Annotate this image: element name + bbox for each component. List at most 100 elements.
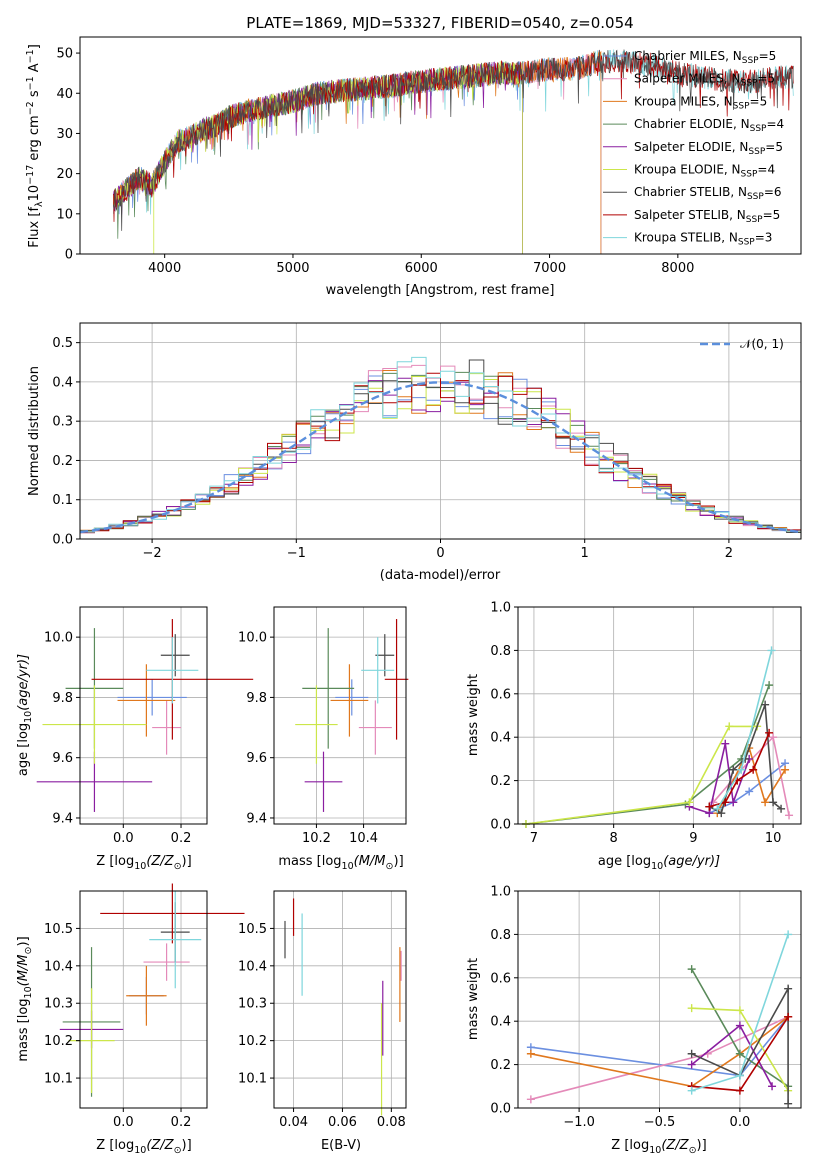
age-vs-mass-axes: 10.2 10.4 9.4 9.6 9.8 10.0 (238, 606, 409, 846)
weight-line (525, 725, 758, 825)
label-part: ⊙ (689, 1145, 697, 1156)
legend-value: =5 (763, 208, 781, 222)
label-part: −1 (25, 49, 36, 63)
weight-line (691, 985, 789, 1104)
y-tick-label: 0.8 (490, 644, 511, 659)
y-tick-label: 20 (56, 167, 73, 182)
weight-line (525, 684, 770, 825)
label-part: ⊙ (174, 861, 182, 872)
y-tick-label: 9.6 (246, 751, 267, 766)
x-tick-label: −1 (287, 546, 306, 561)
y-tick-label: 9.6 (52, 751, 73, 766)
axes-frame (79, 36, 802, 255)
legend-name: Kroupa STELIB, N (634, 231, 738, 245)
label-part: Flux [f (27, 207, 42, 248)
x-axis-label: Z [log10(Z/Z⊙)] (611, 1138, 706, 1156)
legend-entry: Chabrier ELODIE, NSSP=4 (634, 117, 784, 134)
y-tick-label: 10 (56, 207, 73, 222)
weight-marker (784, 930, 793, 939)
legend-name: Kroupa MILES, N (634, 94, 733, 108)
y-axis-label: mass weight (466, 674, 481, 756)
y-tick-label: 0.0 (490, 818, 511, 833)
y-tick-label: 9.4 (246, 811, 267, 826)
x-tick-label: 10 (765, 831, 782, 846)
x-tick-label: 8000 (661, 261, 694, 276)
y-axis-label: Normed distribution (27, 366, 42, 496)
chart-title: PLATE=1869, MJD=53327, FIBERID=0540, z=0… (246, 14, 633, 32)
legend-value: =5 (757, 72, 775, 86)
weight-marker (735, 1021, 744, 1030)
label-part: )] (182, 1138, 192, 1153)
histogram-axes: 𝒩(0, 1) −2 −1 0 1 2 0.0 0.1 0.2 0.3 0.4 0.5 (52, 322, 802, 561)
weight-marker (735, 1006, 744, 1015)
weight-marker (735, 1086, 744, 1095)
label-part: mass [log (278, 854, 341, 869)
weight-marker (785, 811, 794, 820)
y-tick-label: 0.2 (490, 774, 511, 789)
y-tick-label: 1.0 (490, 601, 511, 616)
axes-frame (79, 890, 208, 1109)
label-part: 10 (23, 711, 34, 723)
label-part: Z [log (611, 1138, 649, 1153)
weight-marker (777, 804, 786, 813)
weight-marker (713, 804, 722, 813)
label-part: 10 (651, 861, 663, 872)
x-tick-label: 1 (581, 546, 589, 561)
y-tick-label: 40 (56, 87, 73, 102)
label-part: erg cm (27, 115, 42, 164)
y-tick-label: 0.2 (52, 454, 73, 469)
label-part: −17 (25, 165, 36, 185)
label-part: 10 (27, 185, 42, 202)
x-tick-label: 10.2 (302, 831, 331, 846)
label-part: ] (27, 44, 42, 49)
x-tick-label: 9 (689, 831, 697, 846)
weight-marker (761, 700, 770, 709)
legend-value: =5 (750, 94, 768, 108)
weight-marker (526, 1095, 535, 1104)
legend-sub: SSP (741, 170, 758, 180)
weight-line (708, 762, 786, 814)
weight-marker (769, 733, 778, 742)
label-part: (Z/Z (146, 1138, 174, 1153)
legend-entry: Salpeter MILES, NSSP=5 (634, 72, 775, 89)
y-axis-label: age [log10(age/yr)] (16, 654, 34, 776)
x-tick-label: 10.4 (349, 831, 378, 846)
y-tick-label: 10.1 (238, 1072, 267, 1087)
weight-marker (687, 1086, 696, 1095)
label-part: )] (16, 936, 31, 946)
weight-marker (687, 1060, 696, 1069)
weight-marker (765, 728, 774, 737)
legend-entry: Chabrier MILES, NSSP=5 (634, 49, 776, 66)
weight-marker (729, 765, 738, 774)
axes-frame (273, 606, 407, 825)
label-part: )] (697, 1138, 707, 1153)
weight-marker (687, 965, 696, 974)
label-part: )] (182, 854, 192, 869)
legend-entry: Salpeter STELIB, NSSP=5 (634, 208, 780, 225)
x-tick-label: −2 (143, 546, 162, 561)
weight-marker (767, 646, 776, 655)
axes-frame (517, 606, 802, 825)
legend-name: Chabrier MILES, N (634, 49, 742, 63)
legend-name: Salpeter MILES, N (634, 72, 741, 86)
weight-vs-age-axes: 7 8 9 10 0.0 0.2 0.4 0.6 0.8 1.0 (490, 601, 802, 846)
y-tick-label: 10.5 (44, 922, 73, 937)
y-axis-label: mass [log10(M/M⊙)] (16, 936, 34, 1061)
weight-marker (749, 765, 758, 774)
x-tick-label: −0.5 (644, 1115, 676, 1130)
mass-vs-Z-axes: 0.0 0.2 10.1 10.2 10.3 10.4 10.5 (44, 883, 245, 1130)
legend-value: =4 (766, 117, 784, 131)
y-tick-label: 0.6 (490, 687, 511, 702)
x-tick-label: 0.06 (328, 1115, 357, 1130)
label-part: age [log (598, 854, 651, 869)
y-tick-label: 30 (56, 127, 73, 142)
weight-marker (735, 1071, 744, 1080)
legend-value: =5 (759, 49, 777, 63)
legend-name: Chabrier STELIB, N (634, 185, 747, 199)
legend-sub: SSP (742, 56, 759, 66)
weight-marker (768, 1082, 777, 1091)
label-part: (M/M (16, 954, 31, 986)
label-part: (Z/Z (661, 1138, 689, 1153)
label-part: )] (394, 854, 404, 869)
